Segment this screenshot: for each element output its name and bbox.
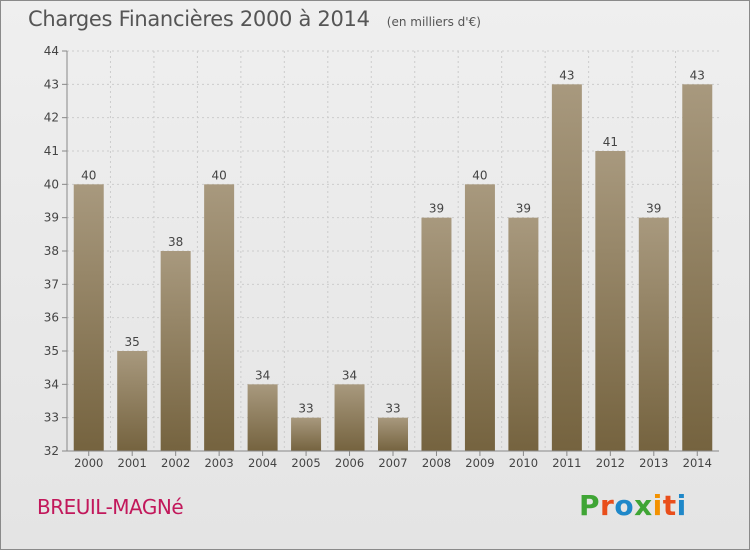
y-tick-label: 42 [44, 111, 59, 125]
bar-2011 [551, 84, 582, 451]
y-tick-label: 41 [44, 144, 59, 158]
x-tick-label-2001: 2001 [118, 456, 147, 470]
brand-letter: x [634, 489, 653, 522]
data-label-2009: 40 [472, 168, 487, 182]
bars: 40 35 38 40 34 33 34 33 39 40 39 43 41 39 43 [73, 68, 713, 452]
y-tick-label: 36 [44, 311, 59, 325]
y-tick-label: 39 [44, 211, 59, 225]
chart-title: Charges Financières 2000 à 2014 [28, 7, 370, 31]
data-label-2004: 34 [255, 368, 270, 382]
commune-name: BREUIL-MAGNé [37, 495, 184, 519]
x-tick-label-2008: 2008 [422, 456, 451, 470]
brand-letter: i [676, 489, 687, 522]
x-tick-label-2004: 2004 [248, 456, 277, 470]
y-tick-label: 33 [44, 411, 59, 425]
x-tick-label-2006: 2006 [335, 456, 364, 470]
bar-2006 [334, 384, 365, 451]
y-tick-label: 40 [44, 177, 59, 191]
bar-2007 [378, 417, 408, 451]
x-tick-label-2009: 2009 [465, 456, 494, 470]
x-tick-label-2013: 2013 [639, 456, 668, 470]
x-tick-label-2005: 2005 [291, 456, 320, 470]
bar-2008 [421, 217, 452, 451]
brand-letter: r [600, 489, 615, 522]
data-label-2000: 40 [81, 168, 96, 182]
data-label-2002: 38 [168, 235, 183, 249]
bar-2003 [204, 184, 235, 452]
axes: 32 33 34 35 36 37 38 39 40 41 42 43 44 2000 2001 2002 20… [44, 44, 719, 470]
data-label-2005: 33 [298, 402, 313, 416]
x-tick-label-2014: 2014 [683, 456, 712, 470]
title-block: Charges Financières 2000 à 2014 (en mill… [28, 7, 481, 31]
data-label-2014: 43 [690, 68, 705, 82]
data-label-2006: 34 [342, 368, 357, 382]
x-tick-label-2010: 2010 [509, 456, 538, 470]
brand-letter: t [662, 489, 677, 522]
y-tick-label: 34 [44, 377, 59, 391]
brand-letter: i [652, 489, 663, 522]
bar-2013 [638, 217, 669, 451]
data-label-2010: 39 [516, 202, 531, 216]
chart-unit: (en milliers d'€) [386, 15, 481, 29]
y-tick-label: 32 [44, 444, 59, 458]
y-tick-label: 37 [44, 277, 59, 291]
x-tick-label-2012: 2012 [596, 456, 625, 470]
bar-2012 [595, 151, 626, 451]
bar-2005 [291, 417, 322, 451]
data-label-2013: 39 [646, 202, 661, 216]
bar-2001 [117, 351, 148, 451]
bar-2014 [682, 84, 713, 451]
y-tick-label: 44 [44, 44, 59, 58]
bar-2002 [160, 251, 191, 451]
x-tick-label-2007: 2007 [378, 456, 407, 470]
data-label-2001: 35 [125, 335, 140, 349]
bar-2010 [508, 217, 539, 451]
data-label-2012: 41 [603, 135, 618, 149]
x-tick-label-2011: 2011 [552, 456, 581, 470]
brand-letter: P [579, 489, 601, 522]
data-label-2007: 33 [385, 402, 400, 416]
bar-2009 [464, 184, 495, 452]
data-label-2011: 43 [559, 68, 574, 82]
y-tick-label: 38 [44, 244, 59, 258]
x-tick-label-2003: 2003 [204, 456, 233, 470]
data-label-2008: 39 [429, 202, 444, 216]
x-tick-label-2002: 2002 [161, 456, 190, 470]
y-tick-label: 43 [44, 77, 59, 91]
data-label-2003: 40 [211, 168, 226, 182]
y-tick-label: 35 [44, 344, 59, 358]
brand-letter: o [614, 489, 635, 522]
bar-2000 [73, 184, 104, 452]
brand-logo[interactable]: Proxiti [579, 489, 687, 522]
x-tick-label-2000: 2000 [74, 456, 103, 470]
bar-2004 [247, 384, 278, 451]
